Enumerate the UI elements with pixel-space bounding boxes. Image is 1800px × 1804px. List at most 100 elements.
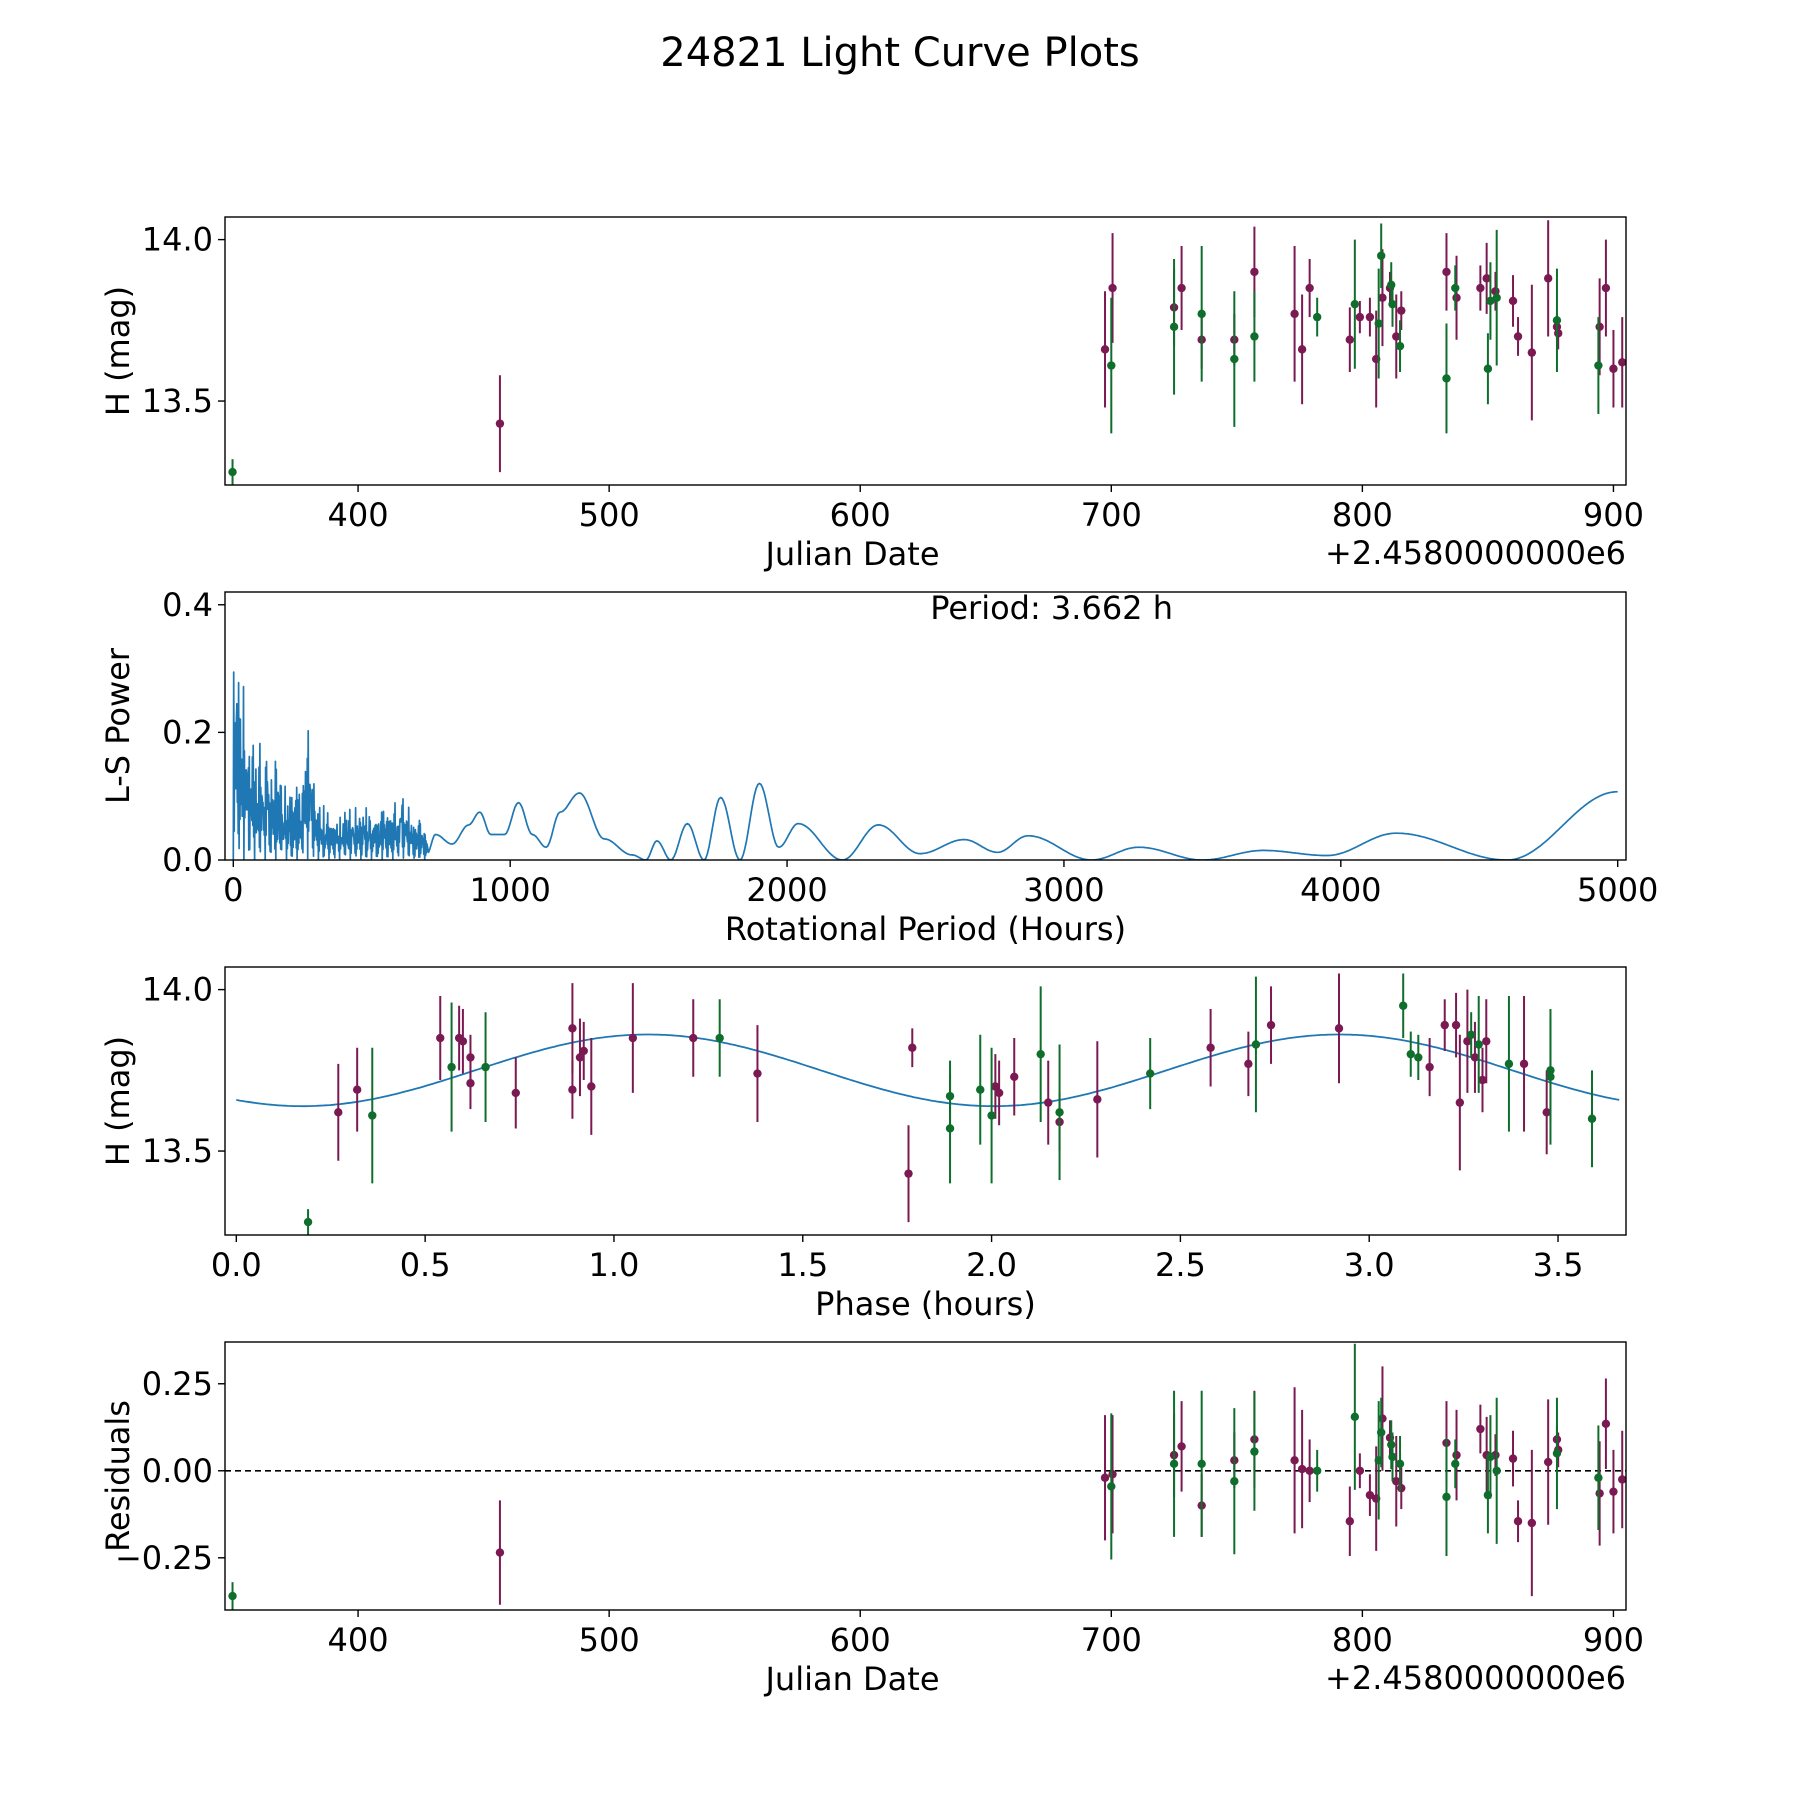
residuals-point-purple xyxy=(1290,1456,1299,1465)
lightcurve-point-purple xyxy=(1476,283,1485,293)
residuals-offset-label: +2.4580000000e6 xyxy=(1325,1659,1626,1697)
phased-point-purple xyxy=(1478,1075,1487,1085)
lightcurve-point-purple xyxy=(1297,345,1307,354)
phased-point-purple xyxy=(352,1085,362,1094)
lightcurve-point-green xyxy=(1387,280,1396,290)
phased-point-purple xyxy=(1425,1062,1434,1072)
phased-point-purple xyxy=(1470,1053,1480,1062)
phased-panel: 0.0 0.5 1.0 1.5 2.0 2.5 3.0 3.5 13.5 14.0 Phase (h… xyxy=(99,966,1627,1323)
lightcurve-point-purple xyxy=(1365,312,1375,322)
lightcurve-xtick-label: 400 xyxy=(328,496,389,534)
lightcurve-point-purple xyxy=(1482,274,1491,283)
residuals-point-purple xyxy=(1513,1517,1523,1526)
lightcurve-point-green xyxy=(1374,319,1383,328)
residuals-point-green xyxy=(1250,1447,1259,1456)
phased-ylabel: H (mag) xyxy=(99,1036,137,1166)
lightcurve-point-purple xyxy=(1108,283,1117,293)
phased-point-green xyxy=(715,1033,724,1043)
lightcurve-panel: 400 500 600 700 800 900 13.5 14.0 Julian Date H (… xyxy=(99,216,1644,573)
phased-point-purple xyxy=(628,1033,638,1043)
periodogram-xtick-label: 4000 xyxy=(1300,871,1381,909)
lightcurve-point-purple xyxy=(1397,306,1406,315)
lightcurve-point-green xyxy=(1492,293,1501,302)
residuals-xtick-label: 400 xyxy=(328,1621,389,1659)
phased-point-purple xyxy=(908,1043,917,1052)
lightcurve-point-green xyxy=(1230,354,1239,364)
residuals-point-purple xyxy=(1476,1424,1485,1434)
lightcurve-plot-area xyxy=(228,220,1626,485)
residuals-point-purple xyxy=(1305,1466,1314,1475)
phased-point-green xyxy=(1398,1001,1408,1010)
periodogram-xtick-label: 5000 xyxy=(1577,871,1658,909)
lightcurve-point-purple xyxy=(1250,267,1259,277)
phased-point-purple xyxy=(334,1108,343,1117)
residuals-point-green xyxy=(1486,1452,1495,1462)
phased-point-green xyxy=(1251,1040,1261,1049)
panels: 400 500 600 700 800 900 13.5 14.0 Julian Date H (… xyxy=(99,216,1658,1698)
lightcurve-point-green xyxy=(1388,299,1397,309)
phased-point-purple xyxy=(1519,1059,1529,1069)
phased-point-purple xyxy=(1440,1020,1449,1030)
phased-point-green xyxy=(1466,1030,1476,1040)
lightcurve-point-green xyxy=(1594,361,1603,370)
periodogram-ytick-label: 0.4 xyxy=(162,586,213,624)
lightcurve-xtick-label: 500 xyxy=(579,496,640,534)
lightcurve-point-green xyxy=(1486,296,1495,306)
periodogram-ytick-label: 0.2 xyxy=(162,713,213,751)
lightcurve-point-purple xyxy=(1378,293,1387,302)
residuals-point-purple xyxy=(1508,1454,1518,1463)
phased-point-purple xyxy=(511,1088,520,1098)
phased-point-green xyxy=(1474,1040,1483,1049)
residuals-ytick-label: 0.25 xyxy=(142,1365,213,1403)
lightcurve-point-green xyxy=(228,467,237,477)
residuals-point-green xyxy=(1492,1466,1501,1475)
residuals-point-green xyxy=(1169,1459,1179,1469)
phased-point-purple xyxy=(1463,1037,1472,1046)
phased-point-green xyxy=(1414,1053,1423,1062)
residuals-xtick-label: 500 xyxy=(579,1621,640,1659)
lightcurve-point-purple xyxy=(1595,322,1604,331)
residuals-point-purple xyxy=(1601,1419,1611,1428)
residuals-point-green xyxy=(1230,1477,1239,1486)
lightcurve-point-green xyxy=(1197,309,1206,319)
lightcurve-point-purple xyxy=(1609,364,1618,373)
residuals-point-green xyxy=(1197,1459,1206,1469)
residuals-point-purple xyxy=(1452,1450,1461,1460)
residuals-point-purple xyxy=(1355,1466,1365,1475)
residuals-point-green xyxy=(1552,1449,1562,1458)
phased-point-green xyxy=(481,1062,490,1072)
phased-point-green xyxy=(447,1062,456,1072)
residuals-point-purple xyxy=(1365,1490,1375,1500)
lightcurve-point-purple xyxy=(1442,267,1451,277)
phased-point-purple xyxy=(994,1088,1004,1098)
residuals-point-purple xyxy=(1177,1442,1186,1451)
phased-point-purple xyxy=(1093,1095,1102,1104)
phased-xtick-label: 2.0 xyxy=(966,1246,1017,1284)
phased-ytick-label: 14.0 xyxy=(142,971,213,1009)
phased-point-purple xyxy=(753,1069,762,1078)
residuals-point-green xyxy=(228,1591,237,1601)
periodogram-xtick-label: 3000 xyxy=(1023,871,1104,909)
phased-point-green xyxy=(1145,1069,1155,1078)
periodogram-panel: 0 1000 2000 3000 4000 5000 0.0 0.2 0.4 Rotational… xyxy=(99,586,1658,948)
phased-point-purple xyxy=(1244,1059,1253,1069)
phased-ytick-label: 13.5 xyxy=(142,1132,213,1170)
lightcurve-point-green xyxy=(1312,312,1322,322)
residuals-point-purple xyxy=(1100,1473,1110,1482)
phased-point-green xyxy=(987,1111,996,1120)
lightcurve-point-green xyxy=(1169,322,1179,331)
lightcurve-point-purple xyxy=(1601,283,1611,293)
lightcurve-xlabel: Julian Date xyxy=(763,535,939,573)
lightcurve-point-purple xyxy=(1177,283,1186,293)
lightcurve-point-purple xyxy=(1290,309,1299,319)
phased-plot-area xyxy=(236,973,1620,1235)
lightcurve-ytick-label: 13.5 xyxy=(142,382,213,420)
phased-point-green xyxy=(976,1085,985,1094)
lightcurve-ylabel: H (mag) xyxy=(99,286,137,416)
residuals-point-green xyxy=(1377,1428,1386,1437)
lightcurve-point-purple xyxy=(1513,332,1523,341)
periodogram-xtick-label: 1000 xyxy=(469,871,550,909)
residuals-point-purple xyxy=(1543,1457,1553,1467)
lightcurve-point-purple xyxy=(1618,358,1626,367)
